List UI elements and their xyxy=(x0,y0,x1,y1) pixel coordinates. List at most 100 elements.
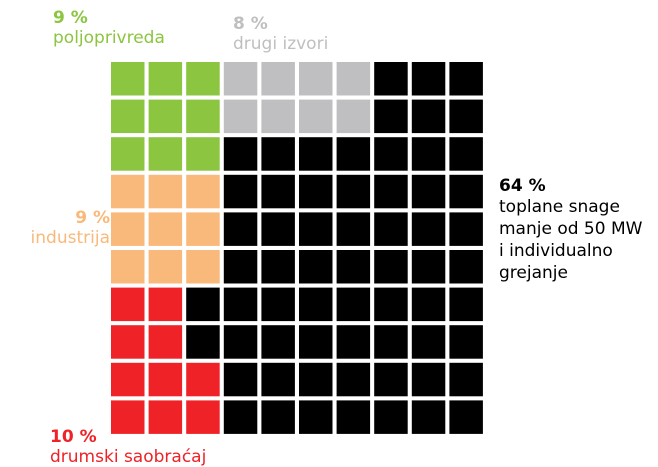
waffle-cell-toplane-r6-c9 xyxy=(449,287,483,322)
waffle-cell-toplane-r9-c9 xyxy=(449,400,483,434)
waffle-cell-toplane-r5-c8 xyxy=(411,250,446,284)
waffle-cell-toplane-r6-c2 xyxy=(186,287,220,322)
waffle-cell-toplane-r6-c3 xyxy=(223,287,258,322)
waffle-cell-saobracaj-r7-c1 xyxy=(148,325,183,359)
waffle-cell-poljoprivreda-r1-c2 xyxy=(186,99,220,134)
waffle-cell-drugi-r0-c3 xyxy=(223,62,258,96)
waffle-cell-toplane-r2-c3 xyxy=(223,137,258,171)
percent-industrija: 9 % xyxy=(75,208,110,228)
waffle-cell-poljoprivreda-r2-c0 xyxy=(111,137,145,171)
name-poljoprivreda: poljoprivreda xyxy=(53,28,165,48)
name-toplane-line-1: toplane snage xyxy=(499,197,620,217)
waffle-cell-toplane-r2-c6 xyxy=(336,137,371,171)
waffle-cell-toplane-r5-c6 xyxy=(336,250,371,284)
waffle-cell-industrija-r5-c0 xyxy=(111,250,145,284)
waffle-cell-toplane-r8-c5 xyxy=(299,362,333,397)
waffle-cell-drugi-r1-c4 xyxy=(261,99,295,134)
waffle-cell-toplane-r8-c4 xyxy=(261,362,295,397)
waffle-cell-toplane-r0-c8 xyxy=(411,62,446,96)
waffle-cell-poljoprivreda-r1-c0 xyxy=(111,99,145,134)
waffle-cell-industrija-r4-c0 xyxy=(111,212,145,246)
waffle-cell-drugi-r1-c3 xyxy=(223,99,258,134)
name-toplane-line-3: i individualno xyxy=(499,241,613,261)
waffle-cell-toplane-r2-c4 xyxy=(261,137,295,171)
waffle-cell-saobracaj-r8-c2 xyxy=(186,362,220,397)
percent-drumski-saobracaj: 10 % xyxy=(50,427,97,447)
name-toplane-line-2: manje od 50 MW xyxy=(499,219,643,239)
waffle-cell-toplane-r4-c6 xyxy=(336,212,371,246)
waffle-cell-poljoprivreda-r0-c1 xyxy=(148,62,183,96)
waffle-cell-toplane-r4-c4 xyxy=(261,212,295,246)
waffle-cell-toplane-r8-c3 xyxy=(223,362,258,397)
waffle-cell-toplane-r3-c4 xyxy=(261,174,295,209)
waffle-cell-toplane-r5-c4 xyxy=(261,250,295,284)
name-toplane-line-4: grejanje xyxy=(499,263,568,283)
waffle-cell-drugi-r0-c4 xyxy=(261,62,295,96)
waffle-cell-saobracaj-r8-c0 xyxy=(111,362,145,397)
waffle-cell-drugi-r1-c6 xyxy=(336,99,371,134)
waffle-cell-poljoprivreda-r1-c1 xyxy=(148,99,183,134)
waffle-cell-toplane-r8-c7 xyxy=(374,362,408,397)
waffle-cell-toplane-r2-c9 xyxy=(449,137,483,171)
waffle-cell-industrija-r5-c1 xyxy=(148,250,183,284)
waffle-cell-toplane-r8-c6 xyxy=(336,362,371,397)
waffle-cell-industrija-r3-c2 xyxy=(186,174,220,209)
waffle-cell-industrija-r5-c2 xyxy=(186,250,220,284)
waffle-cell-toplane-r5-c7 xyxy=(374,250,408,284)
legend-label-drugi-izvori: 8 % drugi izvori xyxy=(233,14,328,54)
waffle-cell-poljoprivreda-r2-c1 xyxy=(148,137,183,171)
waffle-cell-poljoprivreda-r2-c2 xyxy=(186,137,220,171)
waffle-cell-toplane-r5-c5 xyxy=(299,250,333,284)
percent-poljoprivreda: 9 % xyxy=(53,8,88,28)
waffle-cell-toplane-r7-c4 xyxy=(261,325,295,359)
waffle-cell-toplane-r4-c7 xyxy=(374,212,408,246)
waffle-cell-toplane-r9-c8 xyxy=(411,400,446,434)
waffle-cell-toplane-r6-c5 xyxy=(299,287,333,322)
waffle-cell-toplane-r9-c6 xyxy=(336,400,371,434)
waffle-cell-toplane-r0-c7 xyxy=(374,62,408,96)
waffle-cell-toplane-r9-c5 xyxy=(299,400,333,434)
waffle-cell-toplane-r9-c4 xyxy=(261,400,295,434)
waffle-cell-toplane-r4-c9 xyxy=(449,212,483,246)
waffle-cell-toplane-r4-c3 xyxy=(223,212,258,246)
waffle-cell-saobracaj-r9-c2 xyxy=(186,400,220,434)
waffle-cell-saobracaj-r8-c1 xyxy=(148,362,183,397)
waffle-cell-toplane-r7-c9 xyxy=(449,325,483,359)
waffle-cell-toplane-r7-c2 xyxy=(186,325,220,359)
waffle-cell-toplane-r7-c5 xyxy=(299,325,333,359)
waffle-cell-saobracaj-r7-c0 xyxy=(111,325,145,359)
waffle-cell-toplane-r7-c8 xyxy=(411,325,446,359)
legend-label-drumski-saobracaj: 10 % drumski saobraćaj xyxy=(50,427,206,467)
waffle-cell-toplane-r7-c3 xyxy=(223,325,258,359)
waffle-cell-toplane-r3-c5 xyxy=(299,174,333,209)
waffle-cell-toplane-r6-c6 xyxy=(336,287,371,322)
waffle-cell-saobracaj-r9-c1 xyxy=(148,400,183,434)
waffle-cell-toplane-r3-c9 xyxy=(449,174,483,209)
waffle-cell-industrija-r4-c2 xyxy=(186,212,220,246)
name-industrija: industrija xyxy=(30,228,110,248)
waffle-cell-toplane-r7-c6 xyxy=(336,325,371,359)
waffle-cell-toplane-r2-c8 xyxy=(411,137,446,171)
waffle-cell-toplane-r8-c8 xyxy=(411,362,446,397)
waffle-cell-toplane-r1-c7 xyxy=(374,99,408,134)
waffle-cell-poljoprivreda-r0-c2 xyxy=(186,62,220,96)
waffle-cell-toplane-r6-c7 xyxy=(374,287,408,322)
waffle-cell-toplane-r6-c8 xyxy=(411,287,446,322)
waffle-cell-poljoprivreda-r0-c0 xyxy=(111,62,145,96)
legend-label-poljoprivreda: 9 % poljoprivreda xyxy=(53,8,165,48)
waffle-cell-saobracaj-r6-c0 xyxy=(111,287,145,322)
name-drumski-saobracaj: drumski saobraćaj xyxy=(50,447,207,467)
waffle-cell-toplane-r5-c9 xyxy=(449,250,483,284)
legend-label-industrija: 9 % industrija xyxy=(31,208,110,248)
percent-toplane: 64 % xyxy=(499,176,546,196)
waffle-cell-toplane-r9-c7 xyxy=(374,400,408,434)
waffle-cell-toplane-r8-c9 xyxy=(449,362,483,397)
waffle-cell-toplane-r3-c7 xyxy=(374,174,408,209)
percent-drugi-izvori: 8 % xyxy=(233,14,268,34)
waffle-cell-toplane-r4-c8 xyxy=(411,212,446,246)
waffle-cell-toplane-r0-c9 xyxy=(449,62,483,96)
waffle-cell-toplane-r6-c4 xyxy=(261,287,295,322)
waffle-cell-drugi-r1-c5 xyxy=(299,99,333,134)
waffle-cell-toplane-r1-c8 xyxy=(411,99,446,134)
